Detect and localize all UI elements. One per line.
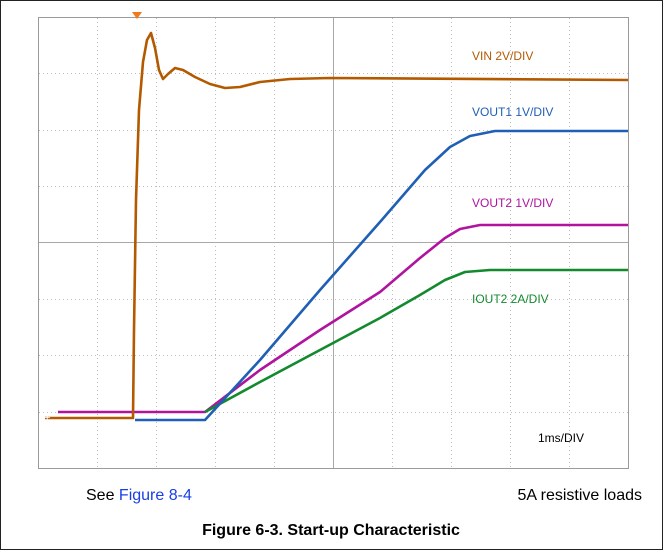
load-note: 5A resistive loads [517, 487, 642, 504]
note-prefix: See [86, 487, 119, 504]
trace-label: IOUT2 2A/DIV [472, 292, 549, 306]
iout2-trace [204, 268, 628, 414]
timebase-label: 1ms/DIV [538, 431, 584, 445]
grid [39, 18, 628, 468]
ground-marker: + [44, 412, 50, 424]
trace-label: VIN 2V/DIV [472, 49, 533, 63]
figure-link[interactable]: Figure 8-4 [119, 487, 192, 504]
vout1-trace [135, 129, 628, 422]
trace-label: VOUT2 1V/DIV [472, 196, 553, 210]
trace-label: VOUT1 1V/DIV [472, 105, 553, 119]
vin-trace [45, 31, 629, 420]
trigger-marker [132, 12, 142, 19]
caption: Figure 6-3. Start-up Characteristic [202, 522, 460, 539]
note: See Figure 8-4 [86, 487, 192, 504]
scope-screen: + VIN 2V/DIV VOUT1 1V/DIV VOUT2 1V/DIV I… [38, 12, 629, 469]
